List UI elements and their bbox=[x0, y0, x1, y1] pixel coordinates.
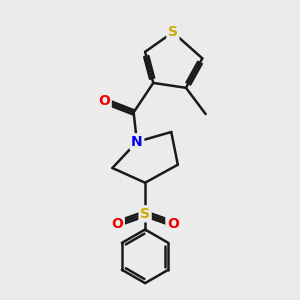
Text: S: S bbox=[168, 25, 178, 39]
Text: N: N bbox=[131, 135, 143, 149]
Text: O: O bbox=[98, 94, 110, 108]
Text: S: S bbox=[140, 207, 150, 221]
Text: O: O bbox=[167, 217, 179, 231]
Text: O: O bbox=[111, 217, 123, 231]
